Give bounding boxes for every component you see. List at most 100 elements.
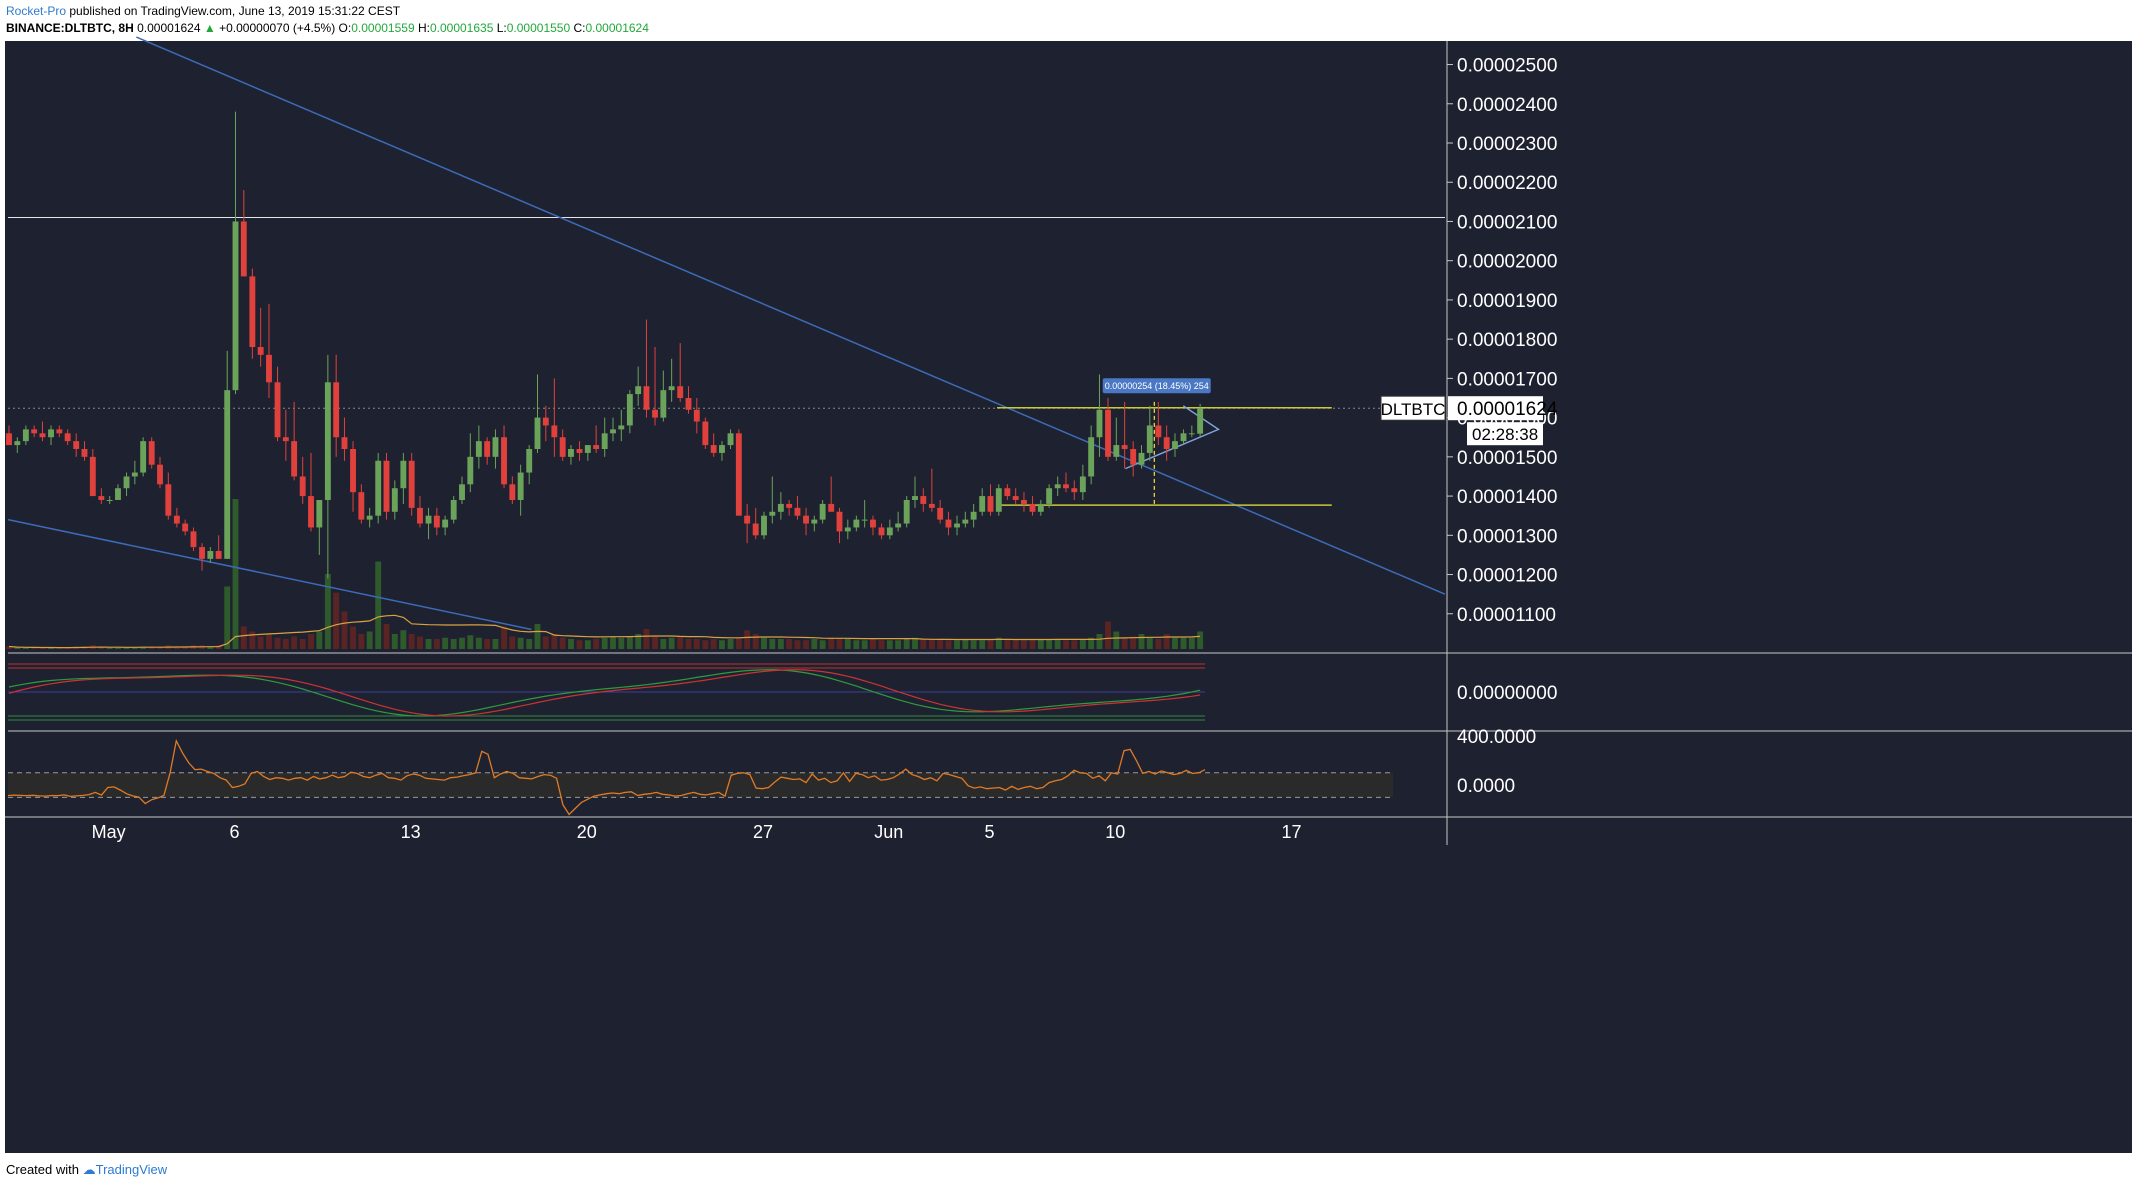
candle-body xyxy=(710,445,717,453)
candle-body xyxy=(853,519,860,528)
volume-bar xyxy=(1172,637,1178,649)
countdown-badge xyxy=(1467,422,1543,446)
candle-body xyxy=(391,488,398,512)
volume-bar xyxy=(844,639,851,649)
candle-body xyxy=(761,515,767,536)
candle-body xyxy=(1021,500,1027,504)
candle-body xyxy=(215,551,222,559)
candle-body xyxy=(811,519,818,524)
candle-body xyxy=(467,456,474,485)
volume-bar xyxy=(1130,636,1137,649)
candle-body xyxy=(593,445,600,449)
volume-bar xyxy=(1180,637,1187,649)
volume-bar xyxy=(643,629,650,649)
volume-bar xyxy=(928,639,935,649)
oscillator-pane xyxy=(8,663,1205,721)
candle-body xyxy=(341,437,348,449)
volume-bar xyxy=(727,639,734,649)
candle-body xyxy=(240,221,247,277)
triangle-pattern[interactable] xyxy=(1125,405,1220,470)
candle-body xyxy=(22,429,29,442)
candle-body xyxy=(106,500,113,501)
volume-bar xyxy=(870,639,876,649)
time-tick-label: 20 xyxy=(577,822,597,842)
volume-bar xyxy=(517,637,524,649)
candle-body xyxy=(526,449,533,473)
volume-bar xyxy=(1029,640,1036,649)
osc-main-line xyxy=(8,669,1201,717)
time-axis[interactable]: May 6 13 20 27 Jun 5 10 17 xyxy=(92,822,1302,842)
volume-bar xyxy=(853,640,860,649)
tradingview-brand[interactable]: TradingView xyxy=(95,1162,168,1177)
candle-body xyxy=(73,441,80,449)
candle-body xyxy=(475,441,482,457)
volume-bar xyxy=(979,640,986,649)
volume-bar xyxy=(1037,639,1044,649)
symbol-badge-label: DLTBTC xyxy=(1381,400,1446,419)
candle-body xyxy=(727,433,734,446)
volume-bar xyxy=(408,634,415,649)
volume-bar xyxy=(31,647,38,649)
volume-bar xyxy=(207,646,214,649)
candles-layer xyxy=(6,111,1204,579)
candle-body xyxy=(1130,449,1137,465)
volume-bar xyxy=(970,640,977,649)
candle-body xyxy=(89,456,96,497)
volume-bar xyxy=(1155,639,1162,649)
author-link[interactable]: Rocket-Pro xyxy=(6,4,67,18)
low-value: 0.00001550 xyxy=(506,21,571,35)
volume-bar xyxy=(568,639,574,649)
candle-body xyxy=(886,527,893,536)
volume-bar xyxy=(584,640,591,649)
candle-body xyxy=(39,433,46,438)
drawing-layer[interactable] xyxy=(7,36,1446,631)
candle-body xyxy=(249,276,256,347)
price-labels: DLTBTC 0.00001624 02:28:38 0.00000254 (18.4… xyxy=(1102,378,1558,446)
price-tick-label: 0.00002400 xyxy=(1457,95,1557,116)
volume-bar xyxy=(786,639,793,649)
volume-bar xyxy=(1088,637,1095,649)
candle-body xyxy=(484,441,491,457)
candle-body xyxy=(408,460,415,508)
candle-body xyxy=(509,484,516,500)
volume-bar xyxy=(1121,637,1128,649)
candle-body xyxy=(534,417,541,449)
price-tick-label: 0.00001100 xyxy=(1457,605,1556,626)
osc-tick-label: 0.00000000 xyxy=(1457,683,1557,704)
candle-body xyxy=(425,515,432,524)
volume-layer xyxy=(6,499,1204,649)
cci-tick-label: 400.0000 xyxy=(1457,727,1536,748)
volume-bar xyxy=(291,636,298,649)
candle-body xyxy=(1105,409,1111,457)
price-tick-label: 0.00001900 xyxy=(1457,291,1557,312)
volume-bar xyxy=(1012,640,1019,649)
candle-body xyxy=(987,496,994,512)
candle-body xyxy=(920,496,927,504)
volume-bar xyxy=(593,639,600,649)
price-axis[interactable]: 0.00002500 0.00002400 0.00002300 0.00002200… xyxy=(1447,56,1557,798)
volume-bar xyxy=(450,639,457,649)
candle-body xyxy=(14,441,21,446)
price-tick-label: 0.00001400 xyxy=(1457,487,1557,508)
trendline[interactable] xyxy=(7,518,532,631)
volume-bar xyxy=(626,636,633,649)
price-tick-label: 0.00001300 xyxy=(1457,526,1557,547)
candle-body xyxy=(291,441,298,477)
price-tick-label: 0.00002500 xyxy=(1457,56,1557,77)
candle-body xyxy=(282,437,289,442)
last-price-badge-label: 0.00001624 xyxy=(1457,399,1558,420)
volume-bar xyxy=(333,592,340,649)
volume-bar xyxy=(475,637,482,649)
candle-body xyxy=(492,437,499,457)
candle-body xyxy=(1071,488,1078,493)
volume-bar xyxy=(240,626,247,649)
volume-bar xyxy=(98,646,105,649)
volume-bar xyxy=(391,634,398,649)
volume-bar xyxy=(442,637,449,649)
volume-bar xyxy=(14,647,21,649)
trendline[interactable] xyxy=(136,36,1446,595)
countdown-label: 02:28:38 xyxy=(1472,425,1538,444)
price-tick-label: 0.00001700 xyxy=(1457,369,1557,390)
candle-body xyxy=(719,445,725,453)
